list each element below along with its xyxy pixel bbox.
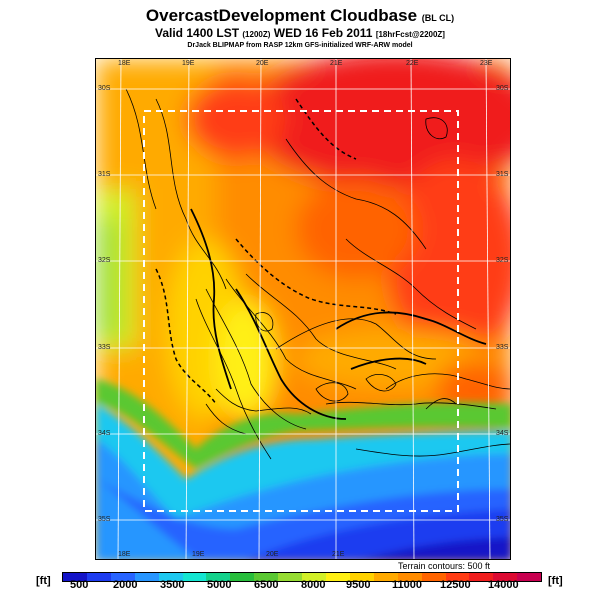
lat-tick-right: 31S [496, 171, 509, 178]
map-title: OvercastDevelopment Cloudbase (BL CL) [0, 6, 600, 26]
lat-tick-right: 33S [496, 344, 509, 351]
colorbar-swatch [517, 573, 542, 581]
colorbar-label: 14000 [488, 579, 519, 591]
dashed-contours [155, 98, 397, 405]
colorbar-swatch [325, 573, 350, 581]
map-subtitle: Valid 1400 LST (1200Z) WED 16 Feb 2011 [… [0, 26, 600, 40]
colorbar-swatch [397, 573, 422, 581]
colorbar-unit-left: [ft] [36, 575, 51, 587]
lat-tick-right: 35S [496, 516, 509, 523]
colorbar-swatch [134, 573, 159, 581]
valid-time: Valid 1400 LST [155, 26, 240, 40]
colorbar-unit-right: [ft] [548, 575, 563, 587]
map-title-tag: (BL CL) [421, 13, 455, 23]
lon-tick-top: 23E [480, 60, 493, 67]
lon-tick-bottom: 18E [118, 551, 131, 558]
model-credit: DrJack BLIPMAP from RASP 12km GFS-initia… [187, 42, 413, 49]
colorbar-swatch [373, 573, 398, 581]
lon-tick-bottom: 20E [266, 551, 279, 558]
colorbar-label: 500 [70, 579, 89, 591]
colorbar-swatch [421, 573, 446, 581]
colorbar-label: 11000 [392, 579, 422, 591]
lon-tick-top: 21E [330, 60, 343, 67]
lon-tick-bottom: 21E [332, 551, 345, 558]
lat-tick-left: 35S [98, 516, 111, 523]
colorbar-label: 5000 [207, 579, 232, 591]
heavy-contours [190, 208, 487, 420]
colorbar-label: 8000 [301, 579, 326, 591]
graticule [96, 59, 510, 559]
forecast-map[interactable]: 18E 19E 20E 21E 22E 23E 18E 19E 20E 21E … [95, 58, 511, 560]
coastal-gradient [96, 379, 510, 559]
lon-tick-bottom: 19E [192, 551, 205, 558]
valid-utc: (1200Z) [242, 30, 271, 39]
colorbar-swatch [206, 573, 231, 581]
lon-tick-top: 22E [406, 60, 419, 67]
colorbar-swatch [230, 573, 255, 581]
forecast-run: [18hrFcst@2200Z] [375, 30, 445, 39]
cloudbase-field [96, 59, 510, 559]
lat-tick-left: 32S [98, 257, 111, 264]
colorbar-swatch [445, 573, 470, 581]
colorbar-swatch [493, 573, 518, 581]
colorbar-swatch [278, 573, 303, 581]
colorbar-swatch [254, 573, 279, 581]
lon-tick-top: 20E [256, 60, 269, 67]
lat-tick-left: 31S [98, 171, 111, 178]
colorbar-swatch [110, 573, 135, 581]
colorbar-swatch [302, 573, 326, 581]
colorbar-label: 2000 [113, 579, 138, 591]
lat-tick-left: 34S [98, 430, 111, 437]
colorbar-swatch [158, 573, 183, 581]
map-title-main: OvercastDevelopment Cloudbase [145, 6, 418, 25]
colorbar [62, 572, 542, 582]
colorbar-swatch [469, 573, 494, 581]
terrain-contour-note: Terrain contours: 500 ft [398, 561, 491, 571]
colorbar-label: 9500 [346, 579, 371, 591]
colorbar-swatch [86, 573, 111, 581]
lon-tick-top: 19E [182, 60, 195, 67]
colorbar-swatch [349, 573, 374, 581]
colorbar-swatch [63, 573, 87, 581]
lat-tick-right: 30S [496, 85, 509, 92]
analysis-domain-box [143, 110, 459, 512]
lat-tick-left: 33S [98, 344, 111, 351]
lon-tick-top: 18E [118, 60, 131, 67]
colorbar-label: 6500 [254, 579, 279, 591]
colorbar-label: 3500 [160, 579, 185, 591]
lat-tick-right: 34S [496, 430, 509, 437]
lat-tick-right: 32S [496, 257, 509, 264]
colorbar-swatch [182, 573, 207, 581]
colorbar-label: 12500 [440, 579, 471, 591]
valid-date: WED 16 Feb 2011 [273, 26, 373, 40]
lat-tick-left: 30S [98, 85, 111, 92]
